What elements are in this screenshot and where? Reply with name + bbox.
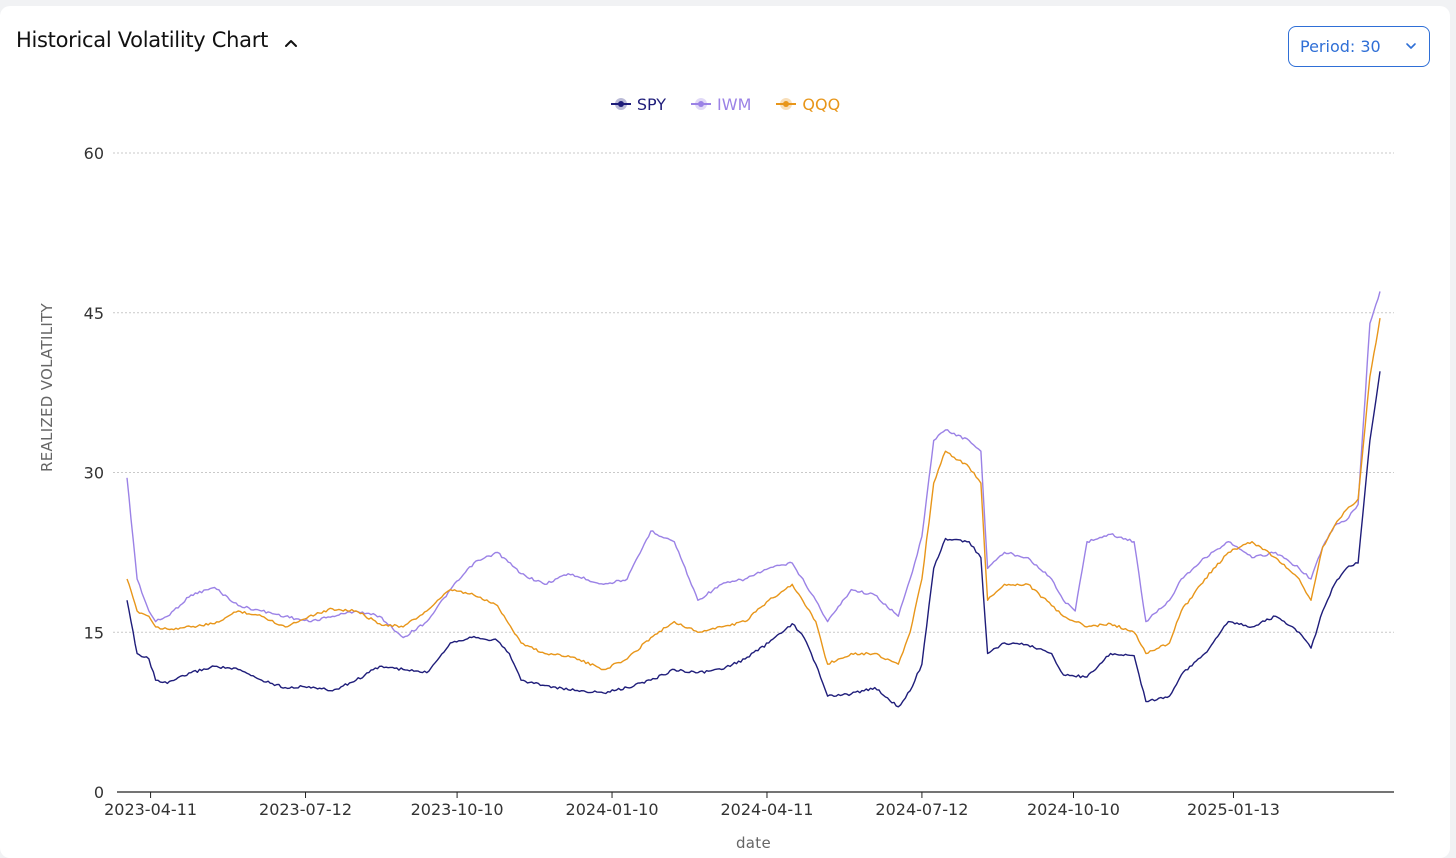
x-tick-label: 2023-04-11 (104, 800, 197, 819)
series-line-qqq (126, 317, 1381, 671)
legend-label: IWM (717, 94, 752, 114)
period-select[interactable]: Period: 30 (1288, 26, 1430, 67)
x-tick-label: 2023-07-12 (259, 800, 352, 819)
chart-legend: SPY IWM QQQ (0, 92, 1450, 116)
legend-label: SPY (636, 94, 667, 114)
legend-label: QQQ (802, 94, 841, 114)
legend-item-qqq[interactable]: QQQ (775, 95, 840, 114)
x-tick-label: 2024-01-10 (566, 800, 659, 819)
legend-item-iwm[interactable]: IWM (690, 95, 751, 114)
x-axis-title: date (736, 834, 771, 852)
x-tick-label: 2024-07-12 (875, 800, 968, 819)
period-select-label: Period: 30 (1300, 37, 1381, 56)
chart-card (0, 6, 1450, 858)
y-tick-label: 30 (84, 464, 104, 483)
legend-item-spy[interactable]: SPY (610, 95, 666, 114)
legend-marker-icon (776, 98, 797, 110)
x-tick-label: 2025-01-13 (1187, 800, 1280, 819)
y-axis-title: REALIZED VOLATILITY (38, 302, 56, 472)
series-line-spy (126, 371, 1381, 708)
x-tick-label: 2023-10-10 (411, 800, 504, 819)
series-line-iwm (126, 291, 1381, 639)
x-tick-label: 2024-04-11 (720, 800, 813, 819)
chevron-down-icon (1406, 43, 1416, 49)
page-title: Historical Volatility Chart (16, 28, 269, 52)
chevron-up-icon[interactable] (283, 36, 299, 50)
legend-marker-icon (610, 98, 631, 110)
x-tick-label: 2024-10-10 (1027, 800, 1120, 819)
y-tick-label: 60 (84, 144, 104, 163)
legend-marker-icon (691, 98, 712, 110)
y-tick-label: 45 (84, 304, 104, 323)
y-tick-label: 0 (94, 783, 104, 802)
y-tick-label: 15 (84, 623, 104, 642)
